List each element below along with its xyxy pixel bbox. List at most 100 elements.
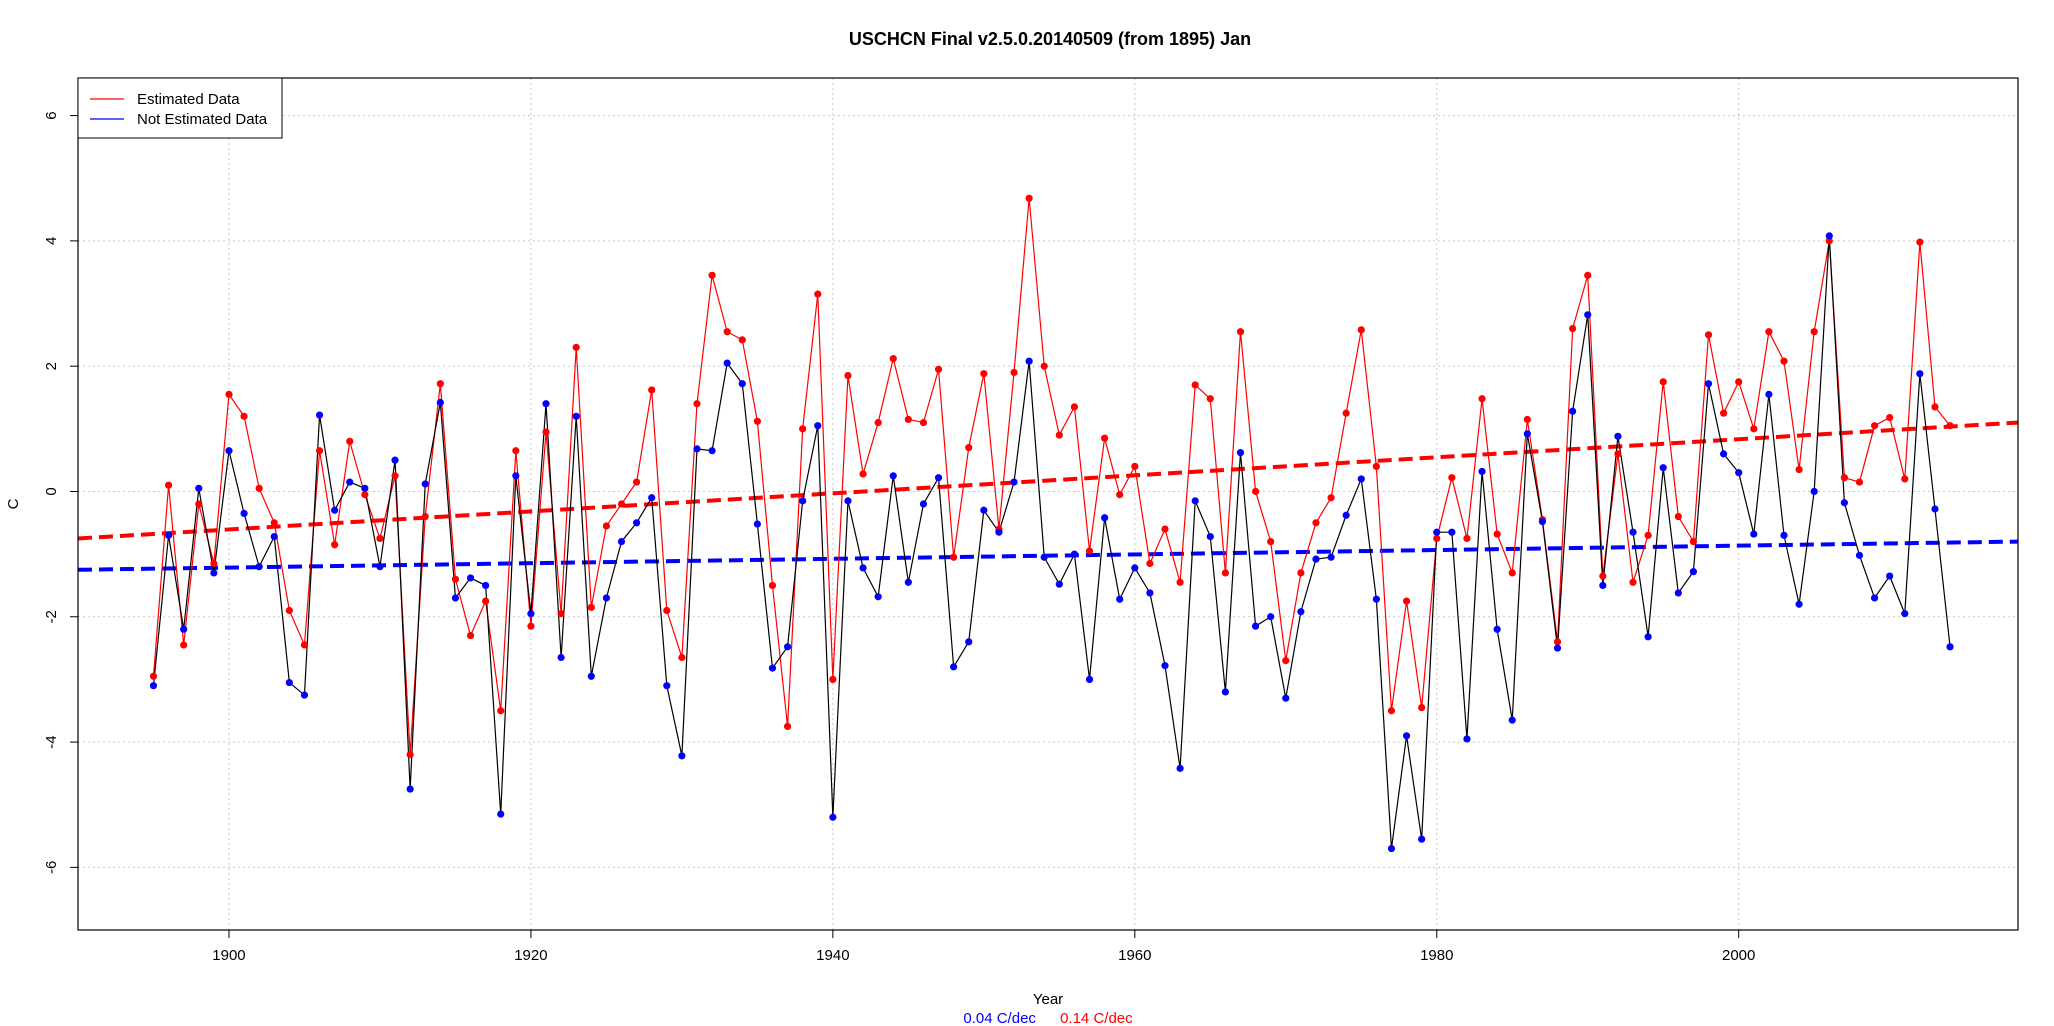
point-1-1993 (1629, 528, 1637, 536)
point-1-1936 (768, 664, 777, 672)
point-1-1914 (436, 398, 444, 407)
point-1-1952 (1010, 478, 1018, 486)
point-1-2007 (1840, 499, 1848, 507)
point-1-1943 (874, 593, 882, 601)
point-1-1955 (1055, 580, 1063, 588)
point-1-1941 (844, 497, 852, 505)
point-0-1947 (934, 365, 943, 373)
point-1-1966 (1221, 688, 1229, 696)
point-0-1972 (1312, 519, 1320, 527)
point-0-1940 (829, 675, 837, 684)
point-1-2008 (1855, 551, 1864, 559)
trend-label-not-estimated: 0.04 C/dec (963, 1010, 1036, 1026)
point-0-1994 (1644, 531, 1652, 539)
point-0-1908 (346, 437, 354, 445)
point-0-1996 (1674, 512, 1682, 521)
point-1-1954 (1040, 553, 1048, 561)
point-1-1972 (1312, 555, 1320, 563)
point-0-1920 (527, 622, 535, 630)
point-0-1952 (1010, 368, 1018, 377)
point-1-1995 (1659, 464, 1667, 472)
point-1-1908 (346, 478, 354, 486)
y-tick-label-5: 4 (43, 237, 60, 245)
point-0-1912 (406, 750, 414, 759)
point-1-1946 (919, 500, 928, 508)
point-0-1924 (587, 603, 595, 611)
point-1-1895 (149, 682, 158, 690)
point-1-1931 (693, 445, 701, 453)
y-axis-label: C (5, 498, 22, 509)
point-0-2008 (1855, 478, 1864, 486)
y-tick-label-6: 6 (43, 111, 60, 119)
point-1-2012 (1916, 370, 1924, 378)
point-0-1983 (1478, 395, 1486, 403)
point-1-2011 (1901, 610, 1909, 618)
trend-line-0 (77, 420, 2019, 541)
y-tick-label-0: -6 (43, 861, 60, 874)
point-0-2011 (1901, 475, 1909, 483)
point-0-1980 (1433, 534, 1441, 543)
point-0-2013 (1931, 403, 1939, 411)
point-1-1903 (270, 532, 278, 541)
point-0-1943 (874, 418, 882, 427)
point-1-1918 (497, 810, 505, 818)
point-0-1963 (1176, 578, 1184, 586)
point-0-1954 (1040, 362, 1048, 370)
point-1-1984 (1493, 625, 1501, 633)
point-0-1909 (361, 491, 369, 499)
point-0-1933 (723, 328, 731, 336)
point-0-1898 (195, 500, 203, 508)
point-1-1964 (1191, 497, 1199, 505)
point-1-1961 (1146, 589, 1154, 597)
point-0-1997 (1689, 537, 1698, 546)
point-1-1929 (663, 682, 671, 690)
point-1-1926 (617, 537, 626, 546)
point-1-1896 (164, 531, 173, 539)
point-0-1979 (1418, 704, 1426, 712)
point-0-1903 (270, 519, 278, 527)
series-line-1 (152, 235, 1951, 849)
point-1-1976 (1372, 595, 1380, 603)
point-0-1942 (859, 470, 867, 478)
data-points (149, 194, 1954, 853)
point-1-1910 (376, 563, 384, 571)
y-tick-label-1: -4 (43, 735, 60, 748)
point-1-1997 (1689, 568, 1698, 576)
point-0-1918 (497, 707, 505, 715)
point-1-1988 (1553, 644, 1562, 652)
point-1-1959 (1116, 595, 1124, 603)
point-0-1957 (1085, 547, 1094, 555)
point-0-1977 (1387, 707, 1396, 715)
point-0-1921 (542, 428, 550, 436)
point-1-1906 (315, 411, 324, 419)
point-1-1945 (904, 578, 912, 586)
point-1-1920 (527, 610, 535, 618)
point-1-2000 (1735, 469, 1743, 477)
point-1-1947 (934, 474, 943, 482)
point-1-2005 (1810, 487, 1818, 496)
point-0-1978 (1402, 597, 1411, 605)
point-0-1927 (632, 478, 641, 486)
point-1-1940 (829, 813, 837, 821)
point-1-1974 (1342, 511, 1350, 519)
point-0-1993 (1629, 578, 1637, 586)
x-tick-label-2: 1940 (816, 947, 849, 964)
point-0-2004 (1795, 465, 1803, 474)
point-0-1958 (1101, 434, 1109, 442)
point-0-1901 (240, 412, 248, 420)
point-0-2002 (1765, 328, 1773, 336)
point-1-1970 (1282, 694, 1290, 702)
point-1-2001 (1750, 530, 1758, 538)
point-0-1966 (1221, 569, 1229, 577)
point-0-1916 (466, 631, 475, 640)
point-1-1901 (240, 509, 248, 517)
point-1-1900 (225, 447, 233, 455)
point-1-1933 (723, 359, 731, 367)
point-1-1934 (738, 380, 746, 388)
point-1-1973 (1327, 553, 1335, 561)
point-0-1956 (1070, 403, 1079, 411)
point-1-1912 (406, 785, 414, 793)
x-tick-label-0: 1900 (212, 947, 245, 964)
y-axis-ticks: -6 -4 -2 0 2 4 6 (43, 111, 78, 874)
x-tick-label-5: 2000 (1722, 947, 1755, 964)
